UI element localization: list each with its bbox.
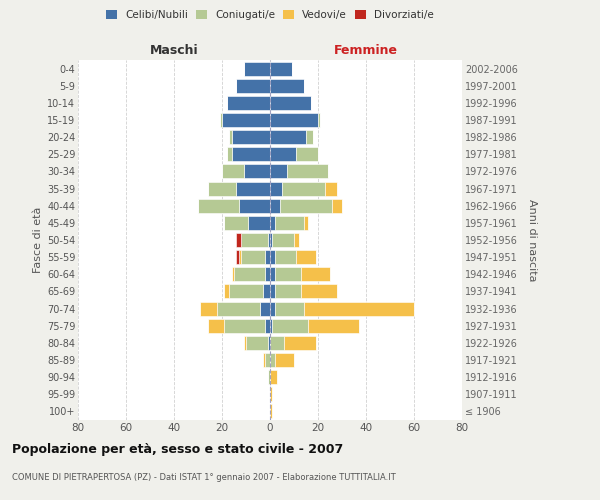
Bar	[270, 388, 272, 402]
Bar	[306, 130, 313, 144]
Bar	[229, 284, 263, 298]
Bar	[318, 113, 320, 127]
Bar	[270, 370, 277, 384]
Bar	[270, 182, 282, 196]
Bar	[270, 284, 275, 298]
Bar	[270, 302, 275, 316]
Bar	[301, 268, 330, 281]
Bar	[248, 216, 270, 230]
Bar	[270, 198, 280, 212]
Bar	[270, 268, 275, 281]
Bar	[234, 268, 265, 281]
Bar	[208, 182, 236, 196]
Bar	[232, 148, 270, 162]
Bar	[236, 78, 270, 92]
Bar	[239, 198, 270, 212]
Bar	[275, 353, 294, 367]
Bar	[270, 148, 296, 162]
Bar	[270, 336, 284, 350]
Bar	[275, 302, 304, 316]
Bar	[270, 216, 275, 230]
Bar	[308, 318, 359, 332]
Bar	[232, 268, 234, 281]
Bar	[208, 318, 224, 332]
Bar	[287, 164, 328, 178]
Bar	[239, 250, 241, 264]
Bar	[272, 318, 308, 332]
Bar	[244, 62, 270, 76]
Bar	[244, 336, 246, 350]
Bar	[224, 284, 229, 298]
Bar	[304, 216, 308, 230]
Bar	[265, 250, 270, 264]
Bar	[222, 164, 244, 178]
Bar	[220, 113, 222, 127]
Bar	[272, 233, 294, 247]
Bar	[236, 233, 241, 247]
Y-axis label: Fasce di età: Fasce di età	[32, 207, 43, 273]
Bar	[294, 233, 299, 247]
Bar	[270, 96, 311, 110]
Bar	[268, 233, 270, 247]
Bar	[296, 250, 316, 264]
Bar	[265, 268, 270, 281]
Bar	[270, 62, 292, 76]
Bar	[270, 233, 272, 247]
Text: Popolazione per età, sesso e stato civile - 2007: Popolazione per età, sesso e stato civil…	[12, 442, 343, 456]
Text: COMUNE DI PIETRAPERTOSA (PZ) - Dati ISTAT 1° gennaio 2007 - Elaborazione TUTTITA: COMUNE DI PIETRAPERTOSA (PZ) - Dati ISTA…	[12, 472, 396, 482]
Bar	[260, 302, 270, 316]
Bar	[270, 78, 304, 92]
Bar	[296, 148, 318, 162]
Bar	[229, 130, 232, 144]
Bar	[304, 302, 414, 316]
Bar	[198, 198, 239, 212]
Bar	[236, 182, 270, 196]
Bar	[325, 182, 337, 196]
Bar	[270, 113, 318, 127]
Bar	[270, 130, 306, 144]
Bar	[268, 370, 270, 384]
Bar	[265, 353, 270, 367]
Y-axis label: Anni di nascita: Anni di nascita	[527, 198, 537, 281]
Bar	[227, 96, 270, 110]
Bar	[270, 404, 272, 418]
Bar	[275, 284, 301, 298]
Bar	[263, 353, 265, 367]
Bar	[282, 182, 325, 196]
Bar	[275, 250, 296, 264]
Bar	[270, 353, 275, 367]
Bar	[246, 336, 268, 350]
Bar	[224, 318, 265, 332]
Bar	[263, 284, 270, 298]
Bar	[200, 302, 217, 316]
Bar	[268, 336, 270, 350]
Bar	[332, 198, 342, 212]
Bar	[270, 164, 287, 178]
Bar	[280, 198, 332, 212]
Bar	[227, 148, 232, 162]
Bar	[270, 250, 275, 264]
Text: Maschi: Maschi	[149, 44, 199, 58]
Bar	[270, 318, 272, 332]
Bar	[275, 216, 304, 230]
Bar	[217, 302, 260, 316]
Bar	[241, 250, 265, 264]
Bar	[301, 284, 337, 298]
Text: Femmine: Femmine	[334, 44, 398, 58]
Bar	[241, 233, 268, 247]
Bar	[284, 336, 316, 350]
Bar	[224, 216, 248, 230]
Bar	[275, 268, 301, 281]
Legend: Celibi/Nubili, Coniugati/e, Vedovi/e, Divorziati/e: Celibi/Nubili, Coniugati/e, Vedovi/e, Di…	[104, 8, 436, 22]
Bar	[265, 318, 270, 332]
Bar	[232, 130, 270, 144]
Bar	[236, 250, 239, 264]
Bar	[244, 164, 270, 178]
Bar	[222, 113, 270, 127]
